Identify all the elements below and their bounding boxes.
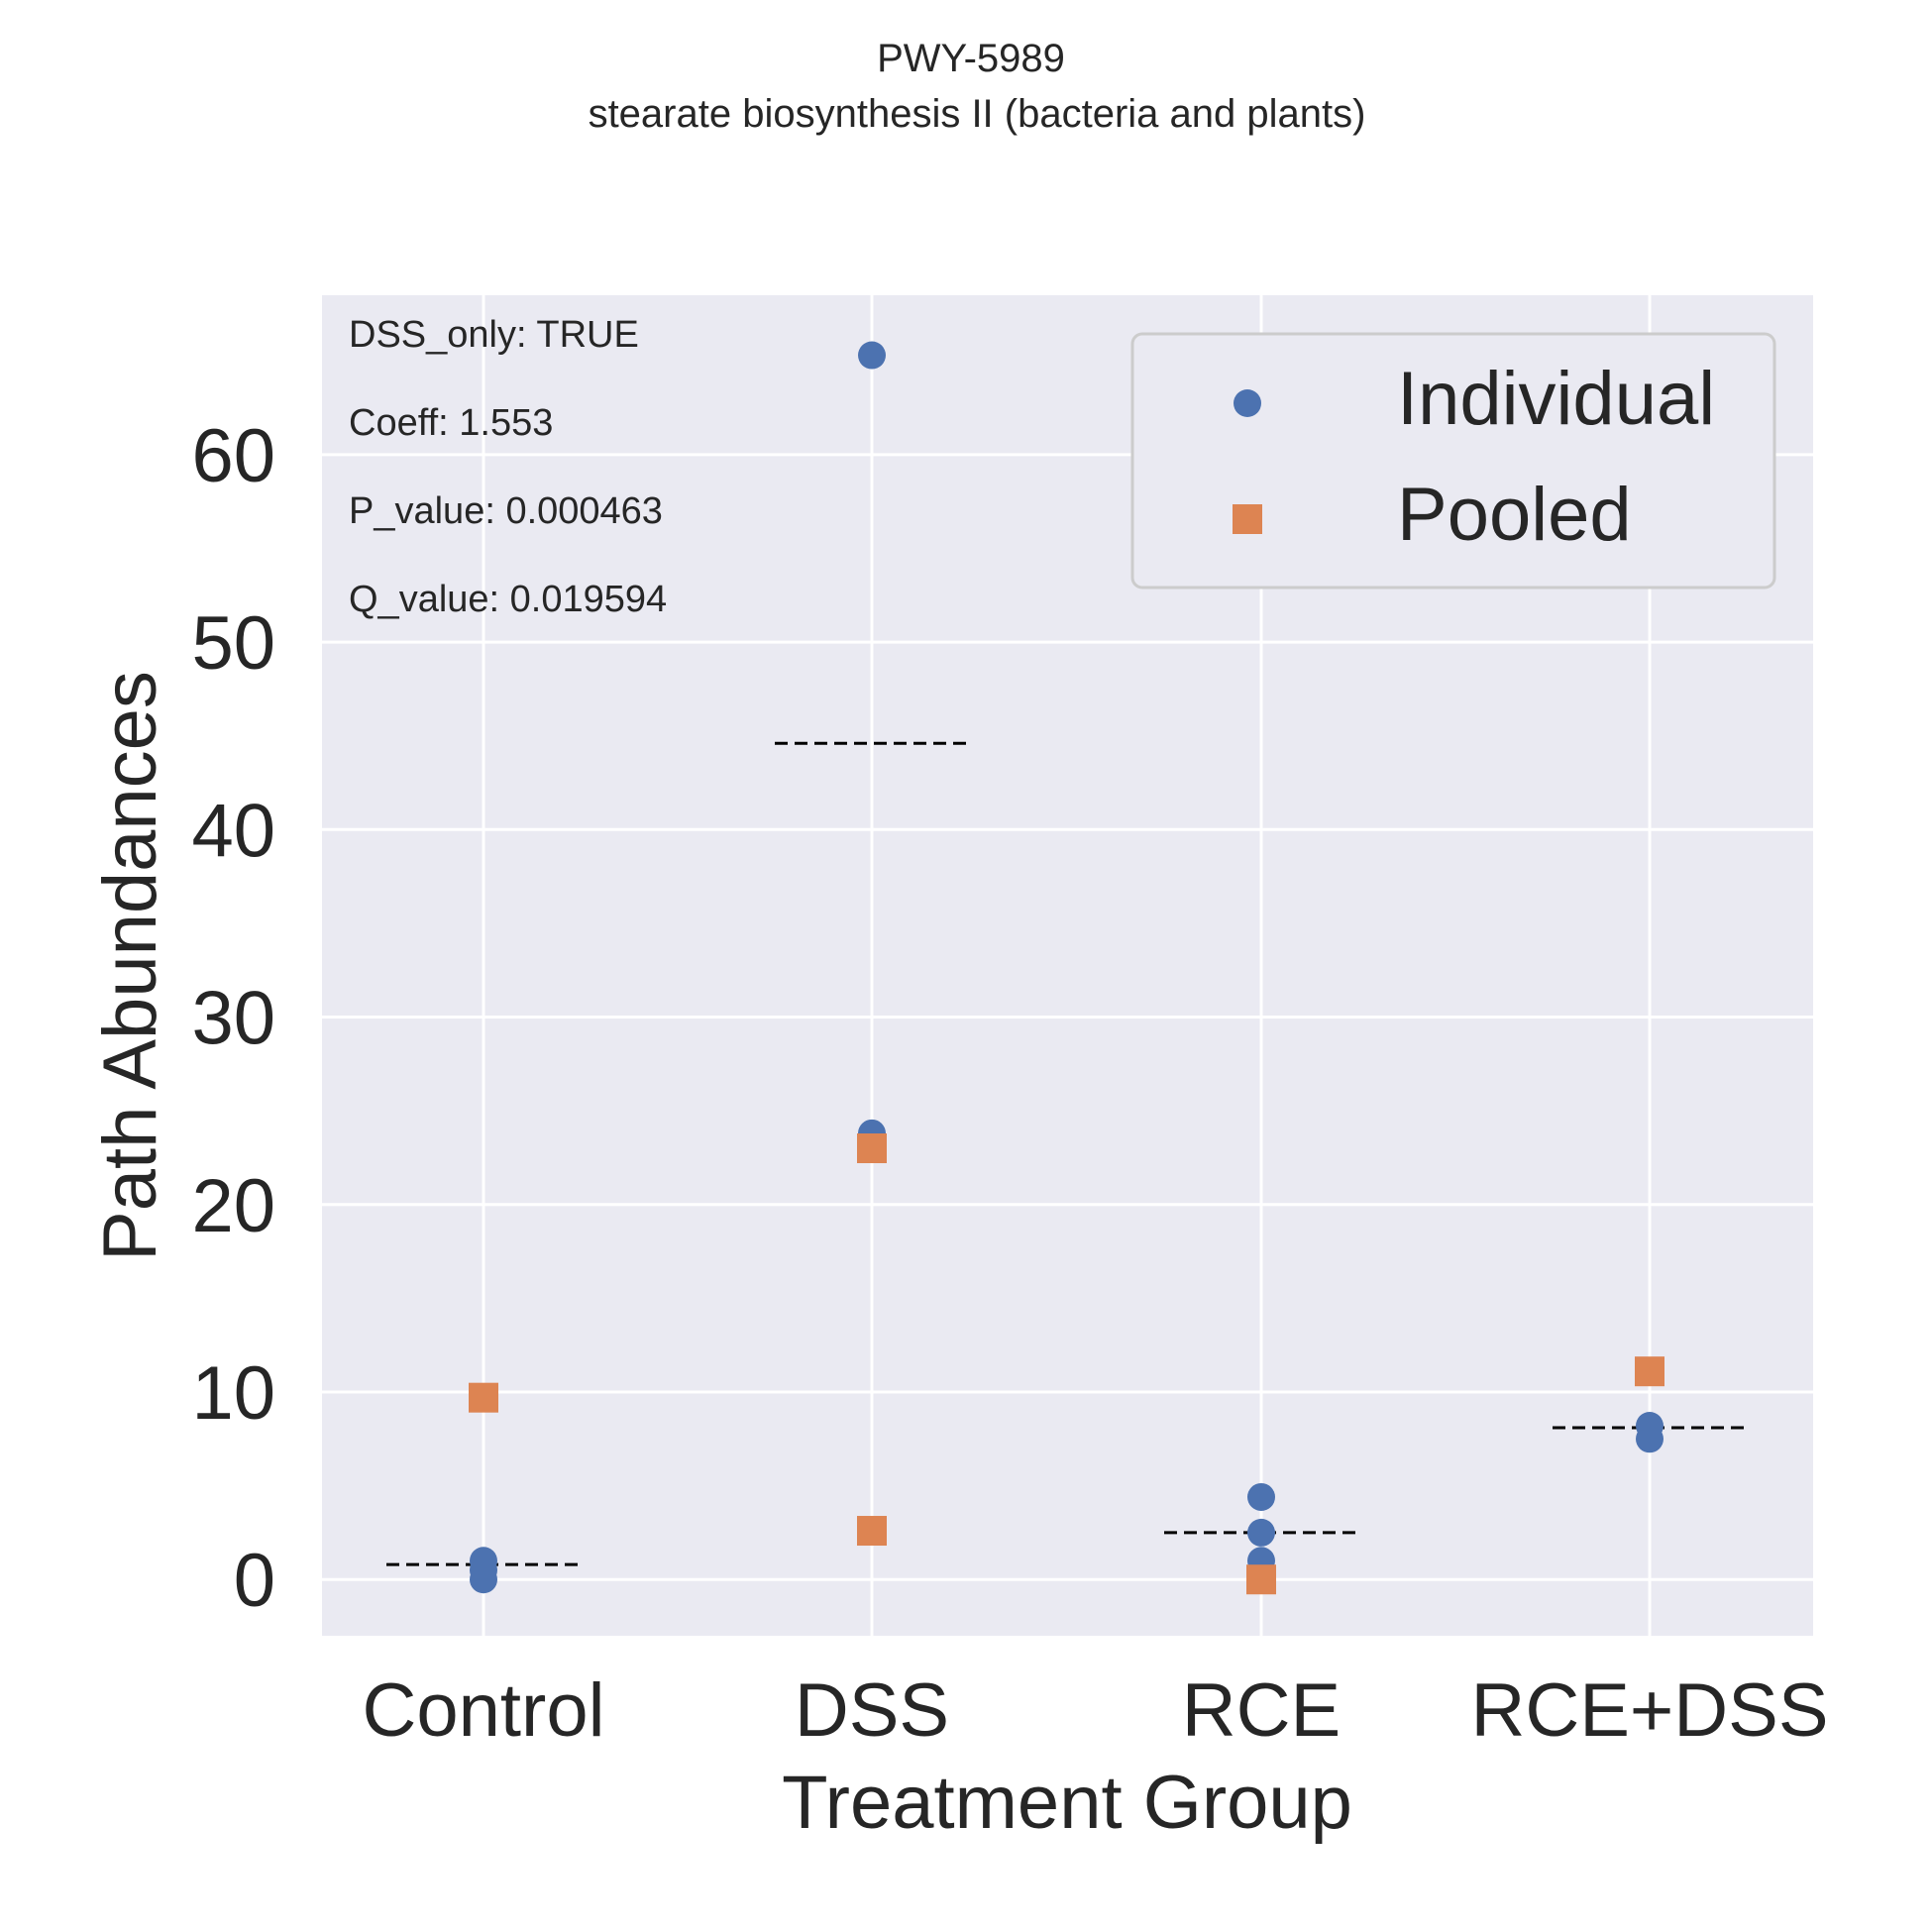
stats-annotation: DSS_only: TRUE <box>349 314 639 356</box>
mean-lines <box>386 741 1747 1566</box>
legend-label-pooled: Pooled <box>1397 473 1632 557</box>
x-tick-label: Control <box>363 1668 605 1753</box>
pooled-point <box>1246 1564 1276 1595</box>
y-tick-label: 30 <box>191 977 275 1061</box>
pooled-point <box>857 1133 887 1163</box>
legend-marker-individual <box>1234 389 1261 417</box>
individual-point <box>1636 1425 1664 1453</box>
chart-title-line2: stearate biosynthesis II (bacteria and p… <box>589 92 1366 136</box>
x-tick-label: RCE <box>1182 1668 1341 1753</box>
y-tick-label: 40 <box>191 789 275 873</box>
x-axis-label: Treatment Group <box>782 1761 1352 1845</box>
y-tick-label: 0 <box>234 1539 275 1623</box>
x-tick-label: RCE+DSS <box>1470 1668 1828 1753</box>
stats-annotation: Q_value: 0.019594 <box>349 579 667 620</box>
pooled-point <box>1635 1356 1664 1387</box>
individual-point <box>470 1565 497 1594</box>
pooled-point <box>469 1382 498 1413</box>
stats-annotations: DSS_only: TRUE Coeff: 1.553 P_value: 0.000… <box>349 314 667 620</box>
y-tick-label: 20 <box>191 1164 275 1248</box>
individual-point <box>858 341 886 370</box>
legend-marker-pooled <box>1233 504 1262 534</box>
individual-point <box>1247 1482 1275 1511</box>
individual-point <box>1247 1518 1275 1547</box>
legend: Individual Pooled <box>1130 332 1776 590</box>
chart-title-line1: PWY-5989 <box>877 37 1065 80</box>
y-tick-label: 50 <box>191 601 275 686</box>
stats-annotation: Coeff: 1.553 <box>349 402 553 444</box>
data-points <box>469 341 1664 1595</box>
stats-annotation: P_value: 0.000463 <box>349 490 663 532</box>
y-tick-label: 60 <box>191 414 275 498</box>
pooled-point <box>857 1516 887 1547</box>
legend-label-individual: Individual <box>1397 357 1715 441</box>
x-tick-label: DSS <box>795 1668 949 1753</box>
y-tick-labels: 0 10 20 30 40 50 60 <box>191 414 275 1623</box>
y-axis-label: Path Abundances <box>88 671 172 1261</box>
x-tick-labels: Control DSS RCE RCE+DSS <box>363 1668 1829 1753</box>
y-tick-label: 10 <box>191 1351 275 1436</box>
legend-frame <box>1130 332 1776 590</box>
